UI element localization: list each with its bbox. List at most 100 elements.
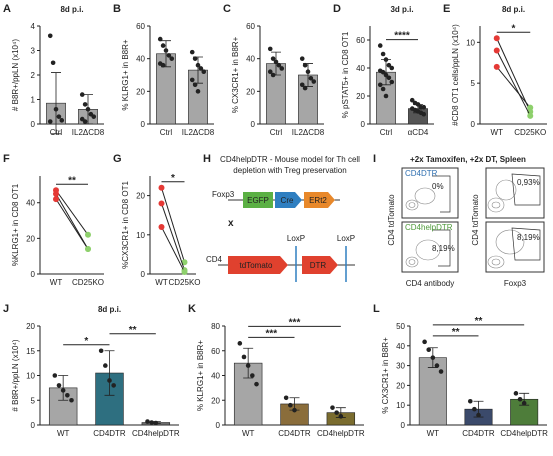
- data-point: [237, 341, 243, 346]
- y-axis-label: %CX3CR1+ in CD8 OT1: [121, 181, 130, 269]
- y-tick-label: 20: [136, 192, 145, 201]
- data-point: [163, 48, 169, 53]
- data-point: [426, 347, 432, 353]
- pair-line: [161, 187, 185, 263]
- data-point: [47, 119, 53, 124]
- y-tick-label: 40: [396, 342, 405, 351]
- gene-label: DTR: [310, 261, 327, 270]
- y-tick-label: 60: [246, 22, 255, 31]
- x-tick-label: CD25KO: [168, 278, 200, 287]
- data-point: [53, 190, 59, 197]
- data-point: [302, 85, 308, 91]
- data-point: [476, 412, 481, 418]
- data-point: [267, 46, 273, 52]
- data-point: [438, 369, 444, 374]
- data-point: [517, 396, 523, 402]
- chart-title: 8d p.i.: [98, 305, 121, 314]
- flow-plot: [401, 221, 459, 273]
- panel-letter: D: [333, 3, 341, 15]
- significance-label: ***: [289, 317, 301, 328]
- loxp-label: LoxP: [337, 234, 355, 243]
- y-tick-label: 40: [211, 372, 220, 381]
- pair-line: [496, 66, 531, 108]
- y-axis-label: % KLRG1+ in B8R+: [121, 39, 130, 110]
- data-point: [56, 114, 62, 119]
- x-tick-label: Ctrl: [270, 128, 283, 137]
- y-tick-label: 20: [26, 234, 35, 243]
- pair-line: [496, 50, 531, 117]
- data-point: [69, 397, 74, 403]
- x-tick-label: CD25KO: [514, 128, 546, 137]
- pair-line: [161, 203, 185, 271]
- x-tick-label: CD4helpDTR: [500, 429, 548, 438]
- panel-letter: J: [3, 303, 9, 315]
- data-point: [389, 79, 395, 85]
- data-point: [189, 49, 195, 55]
- data-point: [386, 62, 392, 68]
- data-point: [158, 223, 165, 230]
- y-tick-label: 3: [31, 47, 36, 56]
- data-point: [192, 82, 198, 88]
- y-tick-label: 1: [31, 96, 36, 105]
- data-point: [85, 231, 91, 238]
- data-point: [334, 410, 339, 415]
- panel-letter: G: [113, 153, 122, 165]
- y-tick-label: 15: [26, 347, 35, 356]
- y-tick-label: 20: [136, 87, 145, 96]
- y-tick-label: 0: [471, 120, 476, 129]
- data-point: [195, 62, 201, 68]
- data-point: [377, 43, 383, 48]
- gene-label: Foxp3: [212, 190, 235, 199]
- data-point: [91, 114, 97, 119]
- x-tick-label: WT: [57, 429, 70, 438]
- data-point: [430, 355, 436, 360]
- y-tick-label: 30: [396, 362, 405, 371]
- data-point: [181, 269, 188, 276]
- axis-label: CD4 tdTomato: [471, 194, 480, 246]
- x-tick-label: CD4DTR: [93, 429, 126, 438]
- x-tick-label: WT: [50, 278, 63, 287]
- y-tick-label: 0: [361, 120, 366, 129]
- data-point: [65, 393, 70, 398]
- data-point: [85, 107, 91, 112]
- significance-label: **: [475, 316, 483, 327]
- gate: [432, 175, 451, 213]
- data-point: [189, 77, 195, 83]
- data-point: [386, 75, 392, 81]
- dtr-box: [302, 256, 338, 274]
- significance-label: **: [452, 327, 460, 338]
- data-point: [380, 69, 386, 75]
- pair-line: [55, 189, 89, 236]
- data-point: [472, 406, 477, 412]
- group-label: CD4helpDTR: [405, 223, 453, 232]
- data-point: [434, 363, 440, 368]
- panel-letter: C: [223, 3, 231, 15]
- significance-label: *: [512, 23, 516, 34]
- data-point: [85, 246, 91, 253]
- panel-letter: A: [3, 3, 11, 15]
- data-point: [299, 56, 305, 61]
- y-tick-label: 60: [356, 36, 365, 45]
- data-point: [527, 104, 534, 111]
- data-point: [50, 60, 56, 66]
- error-bar: [58, 375, 69, 401]
- loxp-label: LoxP: [287, 234, 305, 243]
- x-tick-label: WT: [491, 128, 504, 137]
- y-tick-label: 10: [466, 38, 475, 47]
- error-bar: [104, 350, 115, 396]
- data-point: [299, 82, 305, 88]
- gene-label: CD4: [206, 255, 223, 264]
- data-point: [305, 69, 311, 75]
- percentage: 0,93%: [517, 178, 540, 187]
- data-point: [245, 363, 251, 368]
- y-tick-label: 0: [251, 120, 256, 129]
- y-tick-label: 0: [31, 421, 36, 430]
- x-tick-label: CD4DTR: [462, 429, 495, 438]
- panel-letter: I: [373, 153, 376, 165]
- cross: x: [228, 218, 234, 229]
- data-point: [389, 65, 395, 71]
- gene-label: tdTomato: [240, 261, 273, 270]
- y-axis-label: # B8R+/ppLN (x10⁴): [11, 339, 20, 411]
- data-point: [527, 112, 534, 119]
- significance-label: *: [84, 336, 88, 347]
